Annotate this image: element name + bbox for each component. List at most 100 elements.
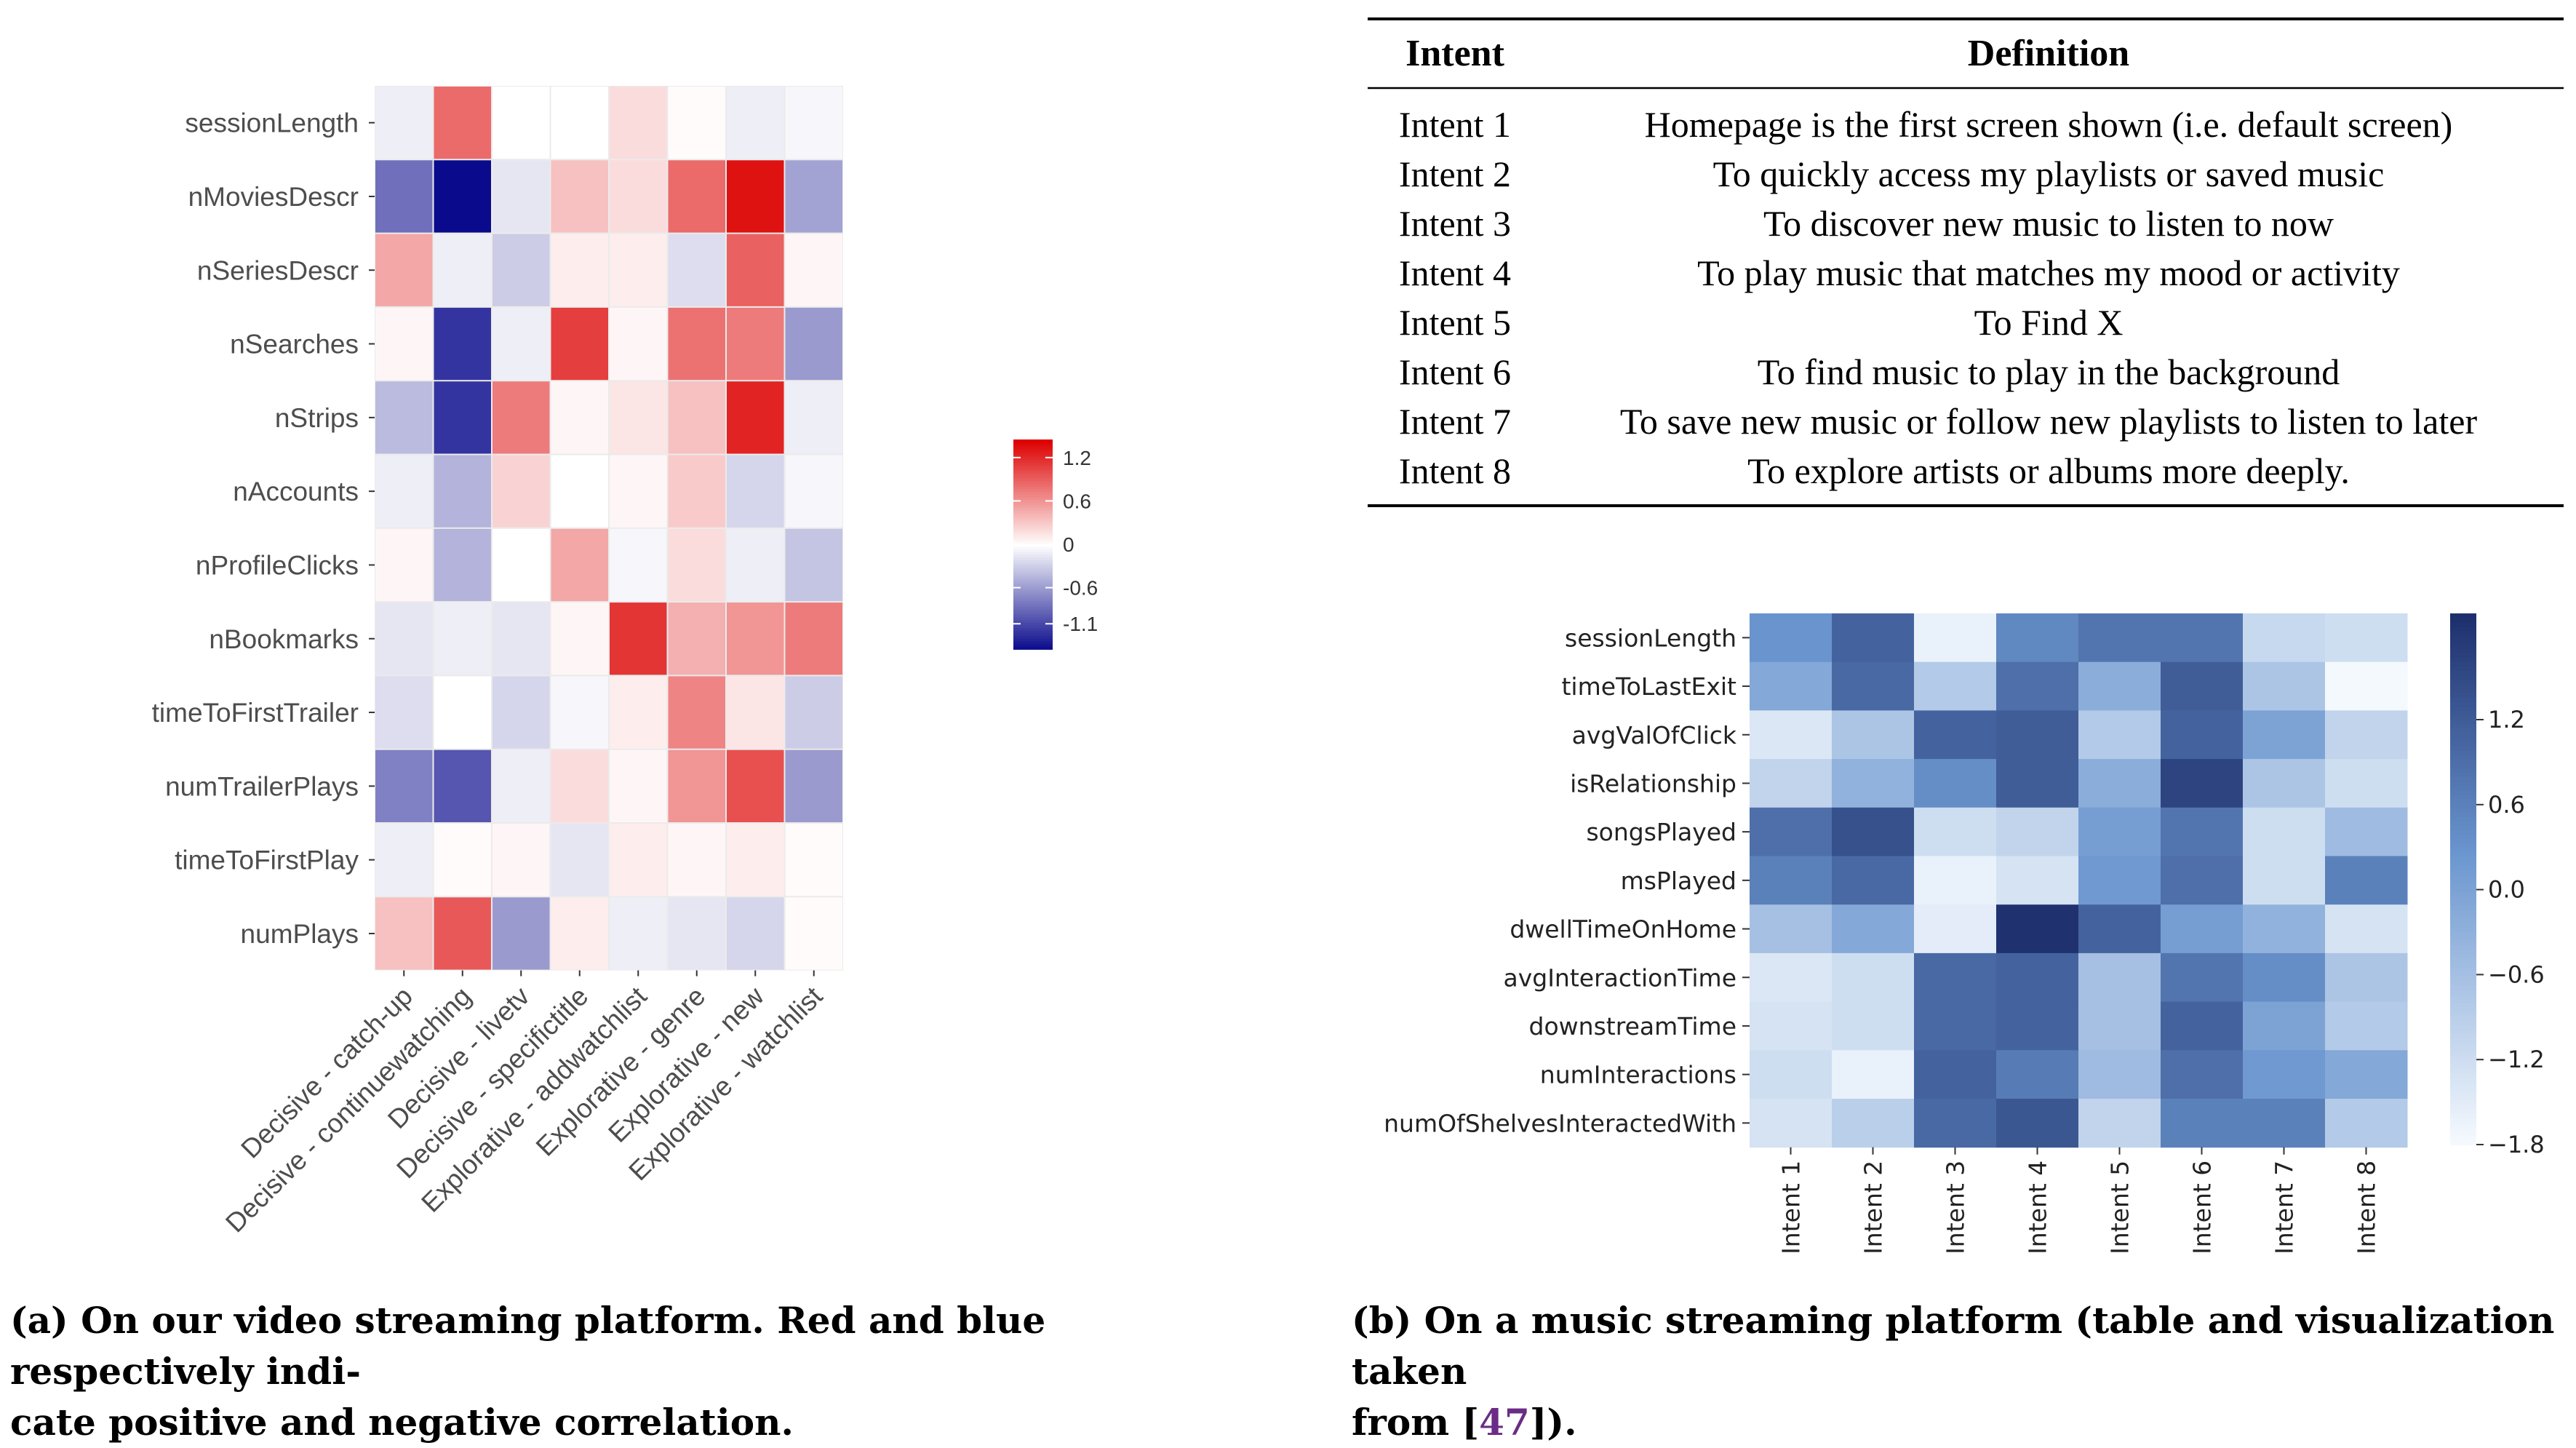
colorbar-a-segment [1013,531,1053,535]
colorbar-a-segment [1013,636,1053,640]
heatmap-b-cell [2161,807,2244,856]
colorbar-a-segment [1013,486,1053,490]
heatmap-a-cell [610,897,667,970]
colorbar-a-segment [1013,549,1053,553]
colorbar-b-segment [2450,1025,2476,1030]
heatmap-b-cell [2243,710,2326,760]
heatmap-b-cell [2161,710,2244,760]
heatmap-a-cell [668,455,725,528]
heatmap-b-row-label: isRelationship [1570,769,1736,797]
colorbar-a-segment [1013,594,1053,597]
heatmap-a-cell [493,897,550,970]
colorbar-a-segment [1013,497,1053,501]
colorbar-b-segment [2450,927,2476,933]
heatmap-a-cell [785,897,842,970]
caption-b-line-1: (b) On a music streaming platform (table… [1352,1299,2555,1393]
heatmap-a-cell [493,234,550,306]
colorbar-b-segment [2450,618,2476,624]
heatmap-a-cell [610,234,667,306]
colorbar-a-segment [1013,479,1053,482]
colorbar-b-segment [2450,777,2476,783]
heatmap-b-cell [2078,1099,2161,1148]
heatmap-a-cell [727,749,784,822]
heatmap-a-cell [785,602,842,675]
heatmap-b-col-label: Intent 3 [1942,1161,1970,1254]
heatmap-b-cell [1750,661,1833,711]
heatmap-a-cell [493,455,550,528]
colorbar-a-segment [1013,499,1053,504]
heatmap-a-cell [610,87,667,159]
heatmap-b-cell [2243,1001,2326,1051]
heatmap-a-cell [493,749,550,822]
heatmap-b-cell [2161,661,2244,711]
heatmap-a-cell [785,676,842,749]
colorbar-b-segment [2450,870,2476,875]
colorbar-b-tick-label: 0.6 [2488,791,2525,819]
colorbar-b-segment [2450,1126,2476,1132]
heatmap-a-cell [551,897,608,970]
colorbar-b-segment [2450,741,2476,747]
colorbar-b-segment [2450,861,2476,867]
colorbar-a-segment [1013,523,1053,527]
heatmap-b-cell [2161,613,2244,663]
caption-b-line-2: from [47]). [1352,1401,1577,1444]
heatmap-b-row-label: numOfShelvesInteractedWith [1384,1109,1736,1137]
colorbar-b-segment [2450,803,2476,809]
colorbar-b-segment [2450,667,2476,672]
heatmap-a-cell [727,455,784,528]
heatmap-b-row-label: downstreamTime [1529,1012,1736,1041]
heatmap-b-cell [2078,661,2161,711]
heatmap-b-cell [2078,1001,2161,1051]
heatmap-b-cell [1750,856,1833,905]
colorbar-a-segment [1013,450,1053,453]
colorbar-a-segment [1013,586,1053,590]
colorbar-b-segment [2450,905,2476,911]
colorbar-b-segment [2450,759,2476,765]
heatmap-a-cell [434,676,491,749]
heatmap-a-cell [551,87,608,159]
colorbar-b-segment [2450,768,2476,773]
heatmap-b-cell [2243,661,2326,711]
heatmap-b-cell [2325,807,2408,856]
heatmap-a-row-label: nSeriesDescr [197,255,359,285]
colorbar-a-segment [1013,442,1053,446]
heatmap-b-row-label: avgValOfClick [1572,721,1737,749]
heatmap-a-cell [610,160,667,233]
heatmap-a-cell [375,824,433,896]
heatmap-a-cell [375,455,433,528]
music-colorbar: 1.2 0.6 0.0 −0.6 −1.2 −1.8 [2450,613,2545,1158]
colorbar-b-segment [2450,816,2476,822]
colorbar-a-tick-label: -1.1 [1063,613,1098,635]
caption-a-line-1: (a) On our video streaming platform. Red… [10,1299,1046,1393]
citation-link[interactable]: 47 [1479,1401,1530,1444]
heatmap-a-cell [375,676,433,749]
heatmap-b-cell [1832,856,1915,905]
colorbar-b-segment [2450,888,2476,894]
heatmap-a-row-label: timeToFirstTrailer [152,698,359,728]
heatmap-a-cell [785,455,842,528]
colorbar-a-tick-label: 0.6 [1063,490,1091,512]
colorbar-a-segment [1013,602,1053,605]
colorbar-b-segment [2450,1060,2476,1066]
colorbar-b-tick-label: 0.0 [2488,876,2525,904]
colorbar-a-segment [1013,573,1053,577]
heatmap-b-cell [2243,807,2326,856]
colorbar-a-segment [1013,617,1053,621]
heatmap-a-cell [610,381,667,454]
heatmap-b-cell [1832,952,1915,1003]
heatmap-b-cell [1996,1001,2079,1051]
colorbar-b-segment [2450,976,2476,982]
heatmap-b-col-label: Intent 7 [2270,1161,2299,1254]
heatmap-a-cell [551,528,608,602]
heatmap-b-cell [1914,710,1997,760]
colorbar-b-segment [2450,750,2476,756]
heatmap-b-cell [1750,904,1833,954]
heatmap-b-cell [2161,904,2244,954]
colorbar-b-segment [2450,763,2476,769]
heatmap-b-cell [1914,856,1997,905]
heatmap-a-row-label: nSearches [230,330,359,359]
heatmap-b-cell [1996,661,2079,711]
heatmap-b-cell [1750,952,1833,1003]
heatmap-a-cell [668,307,725,381]
colorbar-b-segment [2450,1113,2476,1119]
